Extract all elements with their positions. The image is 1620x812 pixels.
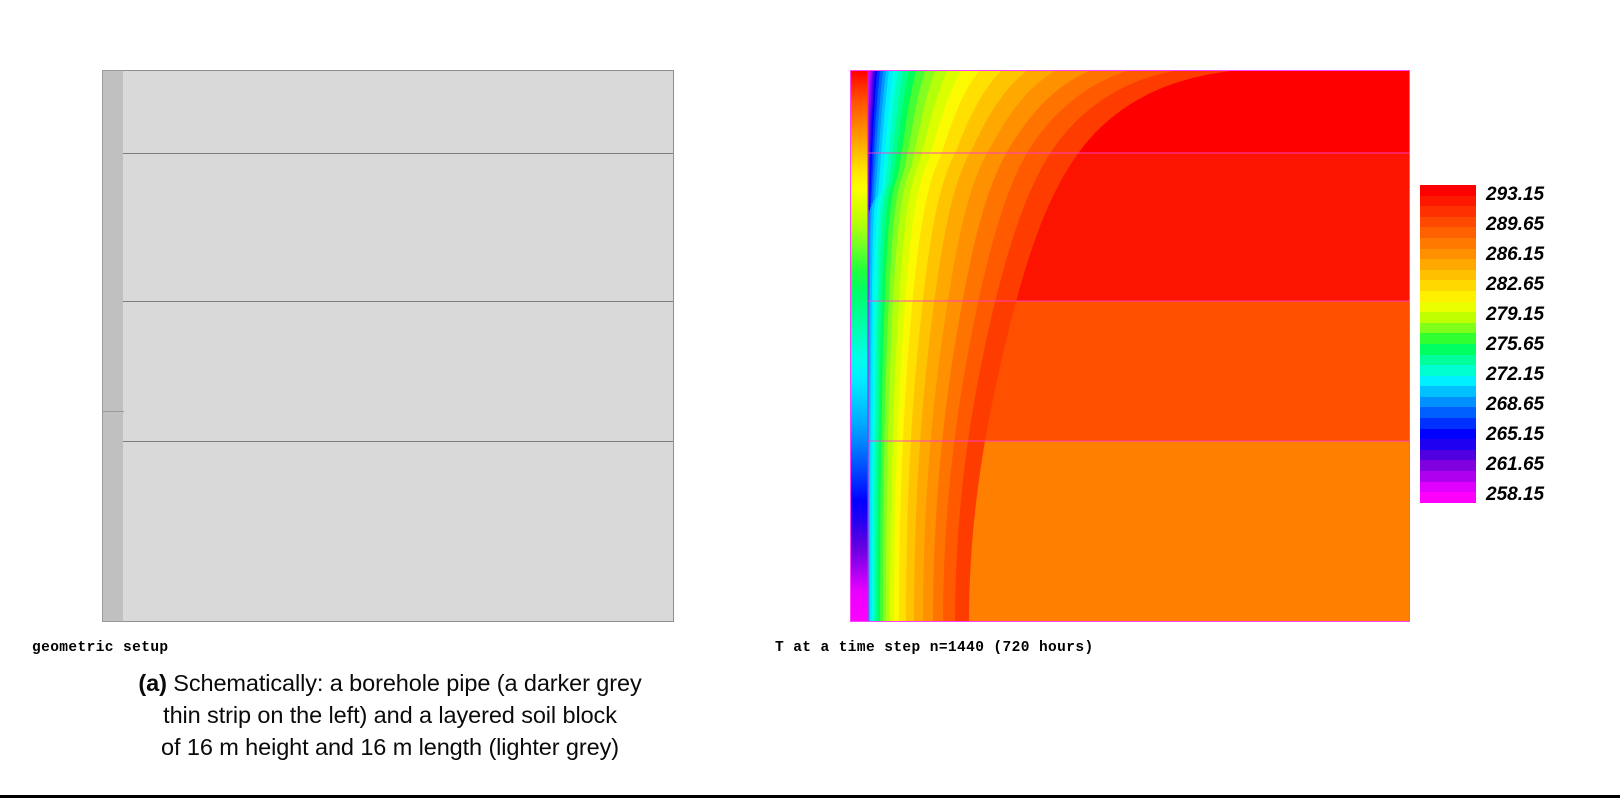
soil-block (122, 70, 674, 622)
soil-layer-boundary-3 (123, 441, 673, 442)
colorbar-tick-1: 289.65 (1486, 214, 1545, 235)
colorbar-band-6 (1420, 248, 1476, 260)
colorbar-band-26 (1420, 460, 1476, 472)
colorbar-tick-4: 279.15 (1486, 304, 1545, 325)
colorbar-band-10 (1420, 290, 1476, 302)
caption-a: (a) Schematically: a borehole pipe (a da… (60, 668, 720, 764)
colorbar-tick-2: 286.15 (1486, 244, 1545, 265)
caption-a-line-3: of 16 m height and 16 m length (lighter … (161, 733, 619, 760)
colorbar-band-19 (1420, 386, 1476, 397)
colorbar-tick-7: 268.65 (1486, 394, 1545, 415)
colorbar-band-29 (1420, 492, 1476, 503)
panel-temperature-distribution: T at a time step n=1440 (720 hours) 293.… (760, 0, 1620, 812)
colorbar-band-11 (1420, 301, 1476, 313)
colorbar-band-7 (1420, 259, 1476, 270)
colorbar-band-27 (1420, 471, 1476, 482)
colorbar-band-23 (1420, 428, 1476, 440)
colorbar-band-0 (1420, 185, 1476, 196)
pipe-segment-boundary (103, 411, 124, 412)
colorbar-tick-0: 293.15 (1486, 184, 1545, 205)
layer-boundary-lines (868, 152, 1409, 442)
colorbar-band-8 (1420, 269, 1476, 281)
colorbar-band-24 (1420, 439, 1476, 450)
colorbar-band-9 (1420, 280, 1476, 291)
colorbar-band-21 (1420, 407, 1476, 419)
pipe-boundary-condition-column (851, 71, 868, 621)
borehole-pipe-strip (102, 70, 124, 622)
caption-a-label: (a) (138, 670, 167, 696)
colorbar-tick-9: 261.65 (1486, 454, 1545, 475)
colorbar-band-12 (1420, 312, 1476, 323)
colorbar-band-1 (1420, 195, 1476, 207)
panel-a-title: geometric setup (32, 640, 169, 656)
colorbar-band-2 (1420, 206, 1476, 217)
bottom-rule (0, 795, 1620, 798)
colorbar-band-28 (1420, 481, 1476, 493)
colorbar-band-16 (1420, 354, 1476, 366)
colorbar-band-5 (1420, 237, 1476, 249)
colorbar-band-20 (1420, 396, 1476, 408)
colorbar-band-18 (1420, 375, 1476, 387)
colorbar-tick-6: 272.15 (1486, 364, 1545, 385)
soil-layer-boundary-1 (123, 153, 673, 154)
colorbar-tick-10: 258.15 (1486, 484, 1545, 505)
colorbar-band-13 (1420, 322, 1476, 334)
colorbar-tick-labels: 293.15 289.65 286.15 282.65 279.15 275.65 272.… (1486, 184, 1606, 505)
panel-geometric-setup: geometric setup (a) Schematically: a bor… (0, 0, 760, 812)
colorbar-band-4 (1420, 227, 1476, 238)
colorbar-gradient (1420, 185, 1476, 503)
colorbar-band-14 (1420, 333, 1476, 344)
colorbar-band-17 (1420, 365, 1476, 376)
colorbar: 293.15 289.65 286.15 282.65 279.15 275.65 272.… (1420, 185, 1610, 515)
colorbar-tick-5: 275.65 (1486, 334, 1545, 355)
geometry-canvas (102, 70, 674, 622)
colorbar-tick-8: 265.15 (1486, 424, 1545, 445)
colorbar-tick-3: 282.65 (1486, 274, 1545, 295)
caption-a-line-1: Schematically: a borehole pipe (a darker… (173, 670, 642, 696)
panel-b-title: T at a time step n=1440 (720 hours) (775, 640, 1094, 656)
soil-layer-boundary-2 (123, 301, 673, 302)
colorbar-band-15 (1420, 343, 1476, 355)
colorbar-band-22 (1420, 418, 1476, 429)
colorbar-band-3 (1420, 216, 1476, 228)
caption-a-line-2: thin strip on the left) and a layered so… (163, 701, 617, 728)
temperature-contour-plot (851, 71, 1409, 621)
colorbar-band-25 (1420, 449, 1476, 461)
temperature-field-canvas (850, 70, 1410, 622)
